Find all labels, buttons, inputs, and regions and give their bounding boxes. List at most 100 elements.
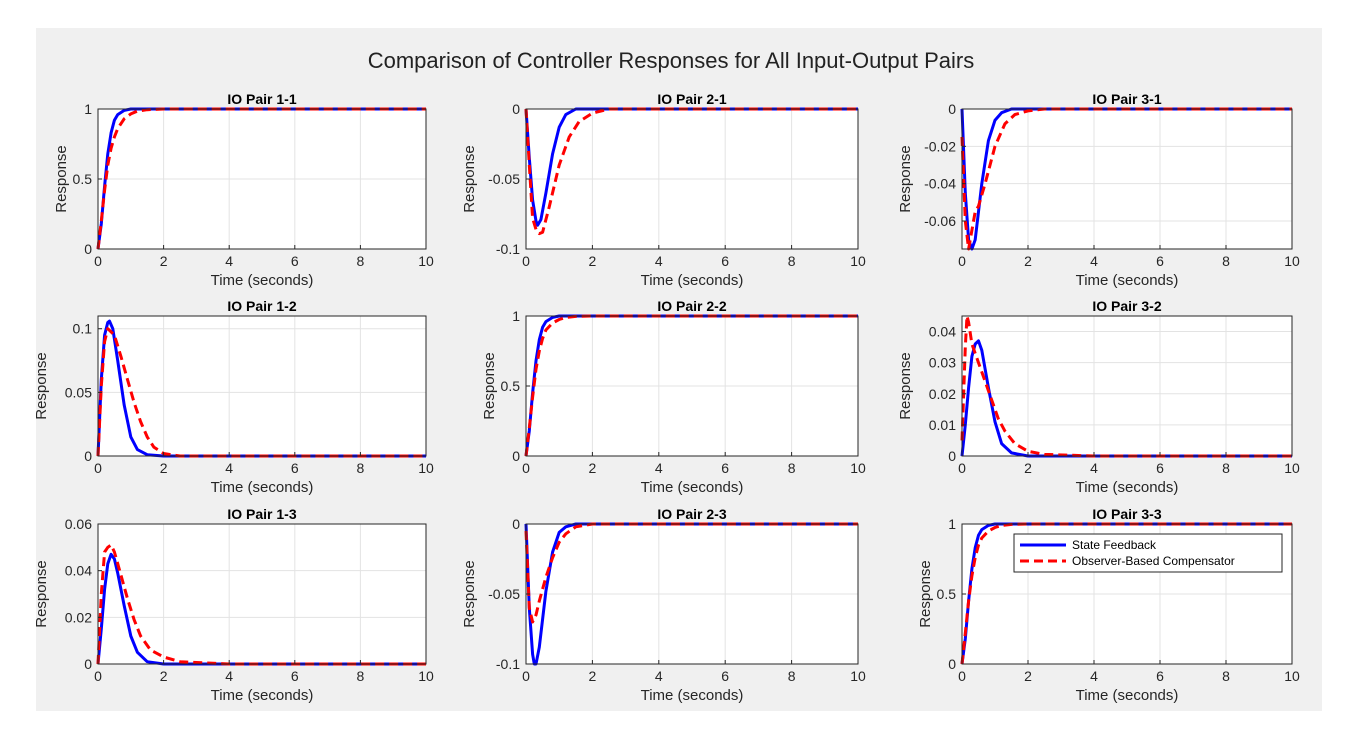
x-tick-label: 10 (850, 253, 866, 269)
y-tick-label: 0.03 (929, 355, 956, 371)
subplot-7: 0 2 4 6 8 10 0 0.02 0.04 0.06 IO Pair 1-3 Time (sec… (36, 506, 434, 704)
y-tick-label: 0.5 (501, 378, 521, 394)
plot-area (962, 109, 1292, 249)
y-axis-label: Response (481, 352, 498, 420)
subplot-title: IO Pair 2-3 (657, 506, 726, 522)
y-tick-label: 0.04 (929, 324, 956, 340)
y-tick-label: -0.1 (496, 241, 520, 257)
y-tick-label: -0.02 (924, 138, 956, 154)
x-tick-label: 8 (788, 460, 796, 476)
subplot-title: IO Pair 3-3 (1092, 506, 1161, 522)
x-tick-label: 6 (721, 253, 729, 269)
x-tick-label: 8 (357, 460, 365, 476)
figure-title: Comparison of Controller Responses for A… (368, 48, 975, 73)
subplot-title: IO Pair 2-1 (657, 91, 726, 107)
x-tick-label: 4 (655, 668, 663, 684)
y-tick-label: 0 (512, 516, 520, 532)
legend-label: State Feedback (1072, 538, 1157, 552)
x-tick-label: 6 (1156, 668, 1164, 684)
x-tick-label: 2 (160, 668, 168, 684)
y-tick-label: 0 (948, 101, 956, 117)
axes-box (97, 523, 427, 665)
y-tick-label: 0 (512, 101, 520, 117)
subplot-title: IO Pair 1-2 (227, 298, 296, 314)
y-tick-label: -0.05 (488, 586, 520, 602)
x-axis-label: Time (seconds) (211, 479, 314, 496)
x-tick-label: 8 (788, 253, 796, 269)
x-tick-label: 4 (1090, 668, 1098, 684)
subplot-8: 0 2 4 6 8 10 -0.1 -0.05 0 IO Pair 2-3 Time (second… (461, 506, 866, 704)
x-tick-label: 2 (589, 668, 597, 684)
subplot-title: IO Pair 3-2 (1092, 298, 1161, 314)
x-tick-label: 0 (958, 460, 966, 476)
x-tick-label: 8 (1222, 460, 1230, 476)
x-tick-label: 10 (418, 668, 434, 684)
x-tick-label: 2 (589, 460, 597, 476)
subplot-6: 0 2 4 6 8 10 0 0.01 0.02 0.03 0.04 IO Pair 3-2 Time … (897, 298, 1300, 496)
axes-box (961, 108, 1293, 250)
x-tick-label: 10 (1284, 460, 1300, 476)
x-tick-label: 8 (1222, 668, 1230, 684)
subplot-title: IO Pair 1-1 (227, 91, 296, 107)
x-tick-label: 2 (160, 253, 168, 269)
y-tick-label: -0.05 (488, 171, 520, 187)
y-tick-label: 0 (512, 448, 520, 464)
y-tick-label: 0 (84, 656, 92, 672)
y-tick-label: 0 (84, 448, 92, 464)
axes-box (961, 315, 1293, 457)
figure-canvas: Comparison of Controller Responses for A… (36, 48, 1300, 704)
subplot-title: IO Pair 2-2 (657, 298, 726, 314)
x-tick-label: 6 (291, 253, 299, 269)
y-axis-label: Response (36, 560, 50, 628)
x-tick-label: 10 (418, 460, 434, 476)
x-tick-label: 4 (1090, 460, 1098, 476)
x-tick-label: 4 (655, 253, 663, 269)
plot-area (98, 316, 426, 456)
x-tick-label: 0 (958, 668, 966, 684)
plot-area (98, 524, 426, 664)
subplot-title: IO Pair 1-3 (227, 506, 296, 522)
y-tick-label: 0.04 (65, 563, 92, 579)
x-tick-label: 4 (225, 460, 233, 476)
x-axis-label: Time (seconds) (1076, 687, 1179, 704)
x-tick-label: 6 (1156, 253, 1164, 269)
x-tick-label: 0 (94, 668, 102, 684)
y-axis-label: Response (36, 352, 50, 420)
x-axis-label: Time (seconds) (641, 687, 744, 704)
y-axis-label: Response (897, 352, 914, 420)
x-tick-label: 0 (94, 460, 102, 476)
x-tick-label: 2 (1024, 253, 1032, 269)
subplot-5: 0 2 4 6 8 10 0 0.5 1 IO Pair 2-2 Time (seconds) Res… (481, 298, 866, 496)
y-axis-label: Response (53, 145, 70, 213)
x-tick-label: 10 (850, 460, 866, 476)
legend-label: Observer-Based Compensator (1072, 554, 1235, 568)
y-tick-label: 0.5 (937, 586, 957, 602)
legend-box (1013, 533, 1283, 573)
plot-area (962, 316, 1292, 456)
y-axis-label: Response (461, 145, 478, 213)
y-axis-label: Response (897, 145, 914, 213)
x-axis-label: Time (seconds) (641, 479, 744, 496)
x-tick-label: 2 (160, 460, 168, 476)
x-tick-label: 0 (94, 253, 102, 269)
x-tick-label: 2 (1024, 668, 1032, 684)
x-axis-label: Time (seconds) (211, 687, 314, 704)
x-tick-label: 4 (225, 253, 233, 269)
y-tick-label: 0.1 (73, 321, 93, 337)
series-line-observer-based-compensator (960, 522, 1292, 665)
y-tick-label: 1 (512, 308, 520, 324)
series-line-observer-based-compensator (524, 314, 858, 457)
subplot-2: 0 2 4 6 8 10 -0.1 -0.05 0 IO Pair 2-1 Time (second… (461, 91, 866, 289)
y-tick-label: 1 (948, 516, 956, 532)
x-tick-label: 6 (291, 668, 299, 684)
x-tick-label: 6 (721, 460, 729, 476)
y-tick-label: -0.1 (496, 656, 520, 672)
y-tick-label: 0.02 (929, 386, 956, 402)
y-tick-label: 0.02 (65, 609, 92, 625)
x-tick-label: 10 (418, 253, 434, 269)
x-tick-label: 8 (1222, 253, 1230, 269)
x-tick-label: 8 (357, 253, 365, 269)
x-axis-label: Time (seconds) (1076, 272, 1179, 289)
y-tick-label: 0 (948, 656, 956, 672)
legend: State Feedback Observer-Based Compensator (1013, 533, 1283, 573)
